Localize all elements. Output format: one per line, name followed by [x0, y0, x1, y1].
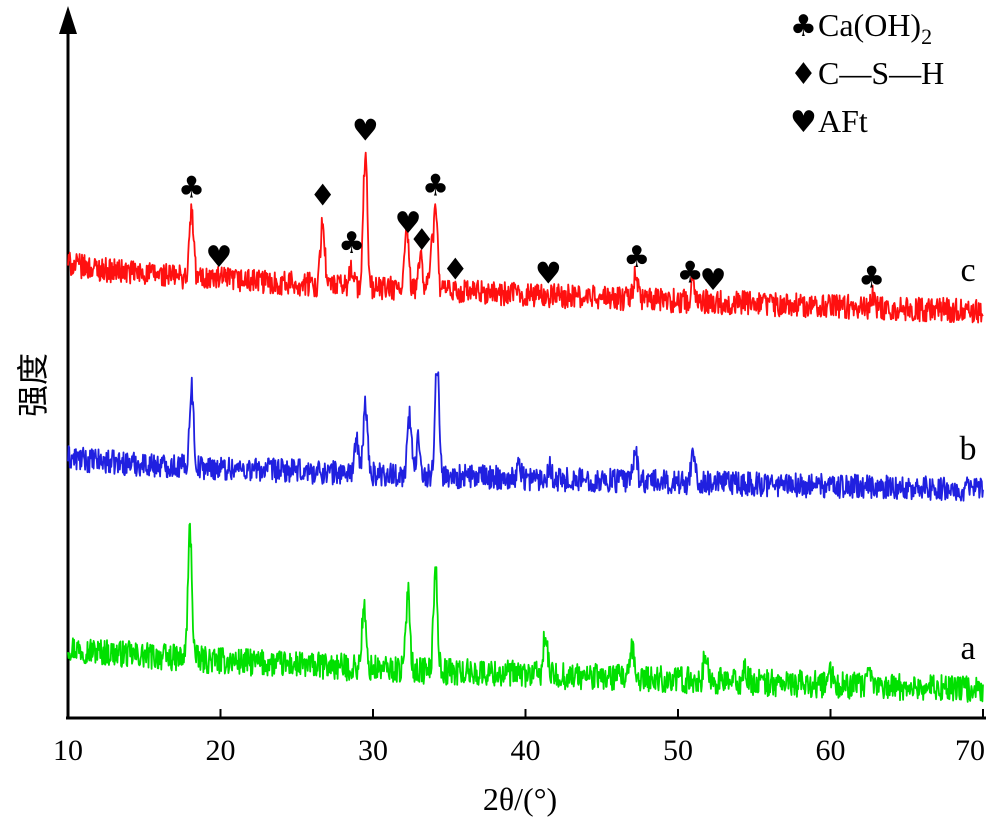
legend-label-ca-oh-2-main: Ca(OH)	[818, 7, 921, 43]
phase-marker-diamond-icon: ♦	[442, 253, 469, 288]
phase-marker-club-icon: ♣	[858, 261, 885, 296]
series-layer	[67, 151, 984, 703]
x-tick-label: 20	[206, 734, 236, 767]
x-axis-title: 2θ/(°)	[483, 781, 557, 817]
x-tick-label: 40	[511, 734, 541, 767]
legend-symbol-diamond-icon: ♦	[790, 57, 817, 92]
x-tick-label: 60	[816, 734, 846, 767]
legend-symbol-heart-icon: ♥	[790, 105, 817, 140]
phase-marker-heart-icon: ♥	[206, 240, 233, 275]
x-tick-label: 50	[663, 734, 693, 767]
series-line-b	[67, 371, 984, 502]
series-line-a	[67, 522, 984, 703]
phase-marker-club-icon: ♣	[178, 171, 205, 206]
x-ticks: 10 20 30 40 50 60 70	[53, 709, 985, 767]
x-tick-label: 30	[358, 734, 388, 767]
phase-marker-heart-icon: ♥	[535, 257, 562, 292]
phase-marker-diamond-icon: ♦	[408, 223, 435, 258]
y-axis-arrow	[59, 6, 77, 34]
phase-marker-heart-icon: ♥	[395, 206, 422, 241]
phase-marker-diamond-icon: ♦	[309, 179, 336, 214]
legend-label-aft: AFt	[818, 103, 868, 139]
y-axis-title: 强度	[15, 353, 51, 417]
phase-marker-club-icon: ♣	[338, 226, 365, 261]
x-tick-label: 10	[53, 734, 83, 767]
phase-marker-club-icon: ♣	[623, 240, 650, 275]
series-labels: a b c	[960, 252, 977, 667]
series-label-c: c	[960, 252, 975, 289]
series-label-a: a	[960, 630, 975, 667]
legend-label-ca-oh-2: Ca(OH)2	[818, 7, 932, 49]
series-line-c	[67, 151, 984, 324]
legend-label-ca-oh-2-sub: 2	[921, 24, 932, 49]
phase-marker-heart-icon: ♥	[352, 113, 379, 148]
phase-marker-club-icon: ♣	[422, 168, 449, 203]
legend-symbol-club-icon: ♣	[790, 9, 817, 44]
phase-marker-club-icon: ♣	[677, 256, 704, 291]
phase-markers: ♣♥♦♣♥♥♦♣♦ ♥ ♣ ♣♥ ♣	[178, 113, 885, 298]
phase-marker-heart-icon: ♥	[700, 263, 727, 298]
legend-label-csh: C—S—H	[818, 55, 944, 91]
legend: ♣ Ca(OH)2 ♦ C—S—H ♥ AFt	[790, 7, 944, 140]
x-tick-label: 70	[955, 734, 985, 767]
series-label-b: b	[960, 430, 977, 467]
